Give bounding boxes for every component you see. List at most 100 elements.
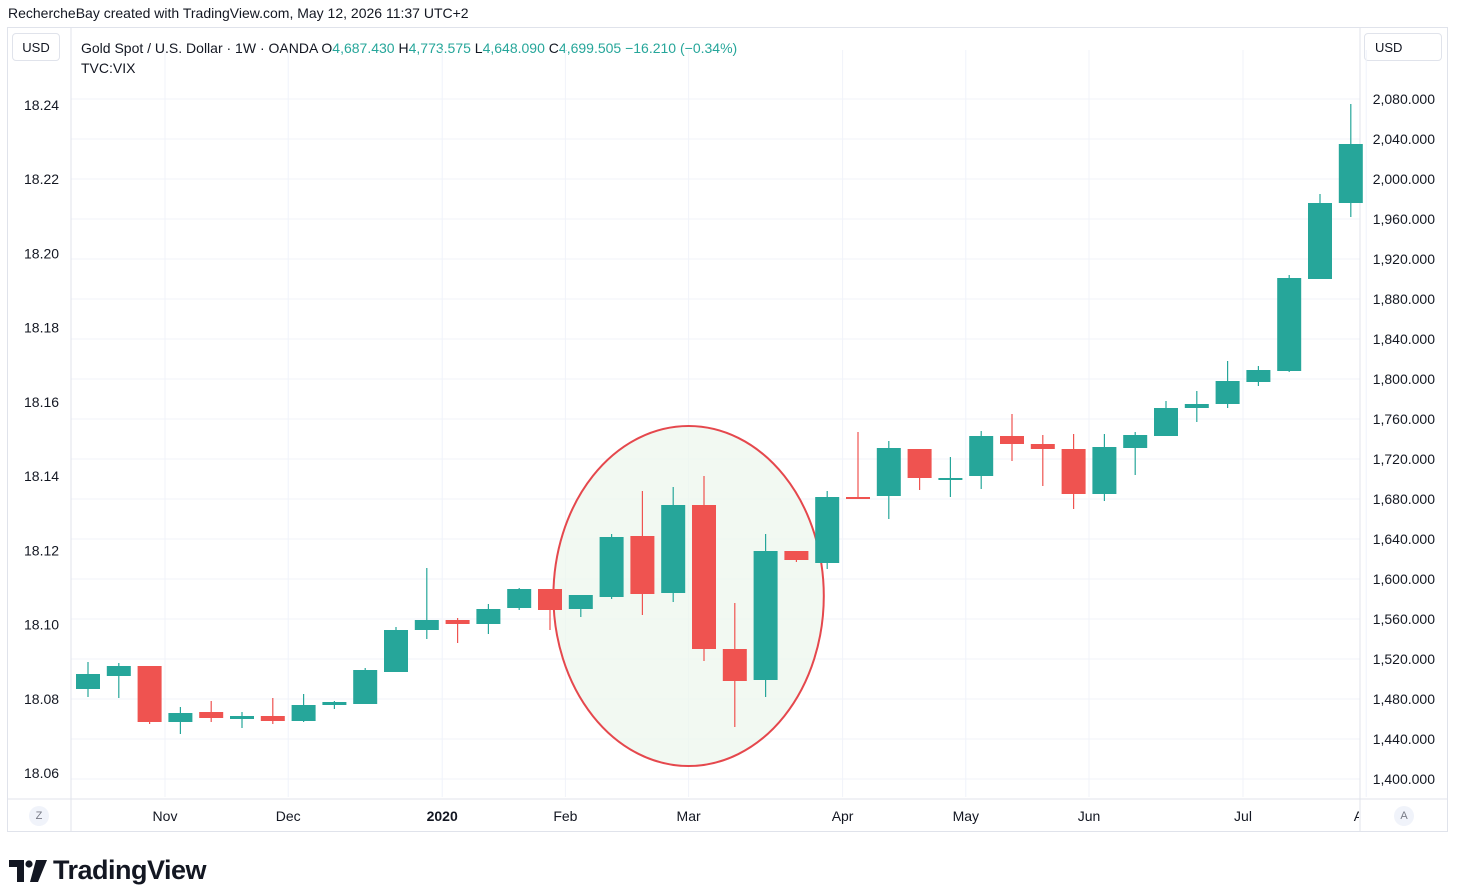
tradingview-logo-icon xyxy=(9,859,47,882)
right-axis-tick-label: 1,720.000 xyxy=(1373,451,1435,467)
grid-layer xyxy=(8,28,1447,831)
candle-body xyxy=(599,537,624,597)
right-axis-tick-label: 1,400.000 xyxy=(1373,771,1435,787)
candle-body xyxy=(260,716,285,721)
left-currency-button[interactable]: USD xyxy=(12,33,60,61)
candle xyxy=(938,457,963,497)
candle-body xyxy=(753,551,778,680)
time-axis-tick-label: Feb xyxy=(553,808,577,824)
candle-body xyxy=(1123,435,1148,448)
candle-body xyxy=(907,449,932,478)
candle-body xyxy=(1277,278,1302,371)
left-axis-tick-label: 18.06 xyxy=(24,765,59,781)
candle-body xyxy=(876,448,901,496)
right-axis-tick-label: 1,600.000 xyxy=(1373,571,1435,587)
right-axis-tick-label: 1,880.000 xyxy=(1373,291,1435,307)
candle-body xyxy=(199,712,224,718)
chart-frame xyxy=(7,27,1448,832)
candle-body xyxy=(630,536,655,594)
candle-body xyxy=(1215,381,1240,404)
candle-body xyxy=(1000,436,1024,444)
candle-body xyxy=(230,716,254,719)
candle xyxy=(1061,434,1086,509)
candle-body xyxy=(1092,447,1117,494)
left-axis-tick-label: 18.16 xyxy=(24,394,59,410)
candle-body xyxy=(1184,404,1209,408)
time-axis-tick-label: Mar xyxy=(677,808,701,824)
candle xyxy=(784,551,809,562)
candle xyxy=(1000,414,1024,461)
legend-low-value: 4,648.090 xyxy=(482,40,545,56)
candle-layer xyxy=(76,104,1363,734)
candle xyxy=(568,595,593,617)
candle-body xyxy=(1154,408,1178,436)
time-axis-tick-label: Apr xyxy=(832,808,854,824)
candle xyxy=(1277,275,1302,372)
candle xyxy=(692,476,716,661)
candle-body xyxy=(384,630,408,672)
right-axis-tick-label: 2,080.000 xyxy=(1373,91,1435,107)
legend-close-key: C xyxy=(548,40,559,56)
candle-body xyxy=(507,589,532,608)
candle xyxy=(106,663,131,698)
right-price-axis: 2,080.000 2,040.000 2,000.000 1,960.000 1,92… xyxy=(1373,91,1435,787)
candle-body xyxy=(568,595,593,609)
candle-body xyxy=(322,702,347,705)
time-axis-tick-label: Nov xyxy=(153,808,178,824)
candle xyxy=(599,534,624,599)
legend-low-key: L xyxy=(474,40,483,56)
candle xyxy=(661,487,686,602)
candle xyxy=(1092,434,1117,501)
candle xyxy=(230,712,254,728)
candle-body xyxy=(815,497,840,563)
right-axis-tick-label: 1,680.000 xyxy=(1373,491,1435,507)
left-axis-tick-label: 18.10 xyxy=(24,617,59,633)
candle xyxy=(846,432,870,499)
time-axis-tick-label: Dec xyxy=(276,808,301,824)
candle xyxy=(445,618,470,643)
tradingview-wordmark: TradingView xyxy=(53,855,207,885)
legend-symbol[interactable]: Gold Spot / U.S. Dollar · 1W · OANDA xyxy=(81,40,318,56)
time-axis-tick-label: Aug xyxy=(1354,808,1379,824)
zoom-reset-button[interactable]: Z xyxy=(29,806,49,826)
candle xyxy=(168,707,193,734)
legend-close-value: 4,699.505 xyxy=(558,40,622,56)
right-currency-button[interactable]: USD xyxy=(1364,33,1442,61)
candle-body xyxy=(846,497,870,499)
legend-second-series[interactable]: TVC:VIX xyxy=(81,60,136,76)
candle-body xyxy=(291,705,316,721)
right-axis-tick-label: 1,480.000 xyxy=(1373,691,1435,707)
auto-scale-button[interactable]: A xyxy=(1394,806,1414,826)
candle-body xyxy=(1246,370,1271,382)
right-axis-tick-label: 1,800.000 xyxy=(1373,371,1435,387)
right-axis-tick-label: 1,440.000 xyxy=(1373,731,1435,747)
right-axis-tick-label: 1,840.000 xyxy=(1373,331,1435,347)
candle xyxy=(291,694,316,722)
candle-body xyxy=(722,649,747,681)
candle xyxy=(507,588,532,610)
candle xyxy=(630,491,655,615)
left-axis-tick-label: 18.08 xyxy=(24,691,59,707)
candle-body xyxy=(1030,444,1055,449)
candle xyxy=(322,701,347,709)
candle-body xyxy=(1061,449,1086,494)
highlight-layer xyxy=(552,425,825,767)
legend-open-key: O xyxy=(321,40,333,56)
candle-body xyxy=(538,589,562,610)
right-axis-tick-label: 1,920.000 xyxy=(1373,251,1435,267)
candle xyxy=(1308,194,1332,279)
candle xyxy=(353,668,378,704)
candle xyxy=(260,698,285,724)
legend-ohlc-row: Gold Spot / U.S. Dollar · 1W · OANDA O 4,… xyxy=(81,38,737,58)
chart-legend: Gold Spot / U.S. Dollar · 1W · OANDA O 4,… xyxy=(81,38,737,78)
candle-body xyxy=(168,713,193,722)
chart-credit: RechercheBay created with TradingView.co… xyxy=(8,5,469,21)
candle xyxy=(76,662,100,697)
left-axis-tick-label: 18.20 xyxy=(24,245,59,261)
candle xyxy=(907,449,932,490)
candle-body xyxy=(414,620,439,630)
candle-body xyxy=(353,670,378,704)
candle xyxy=(1030,435,1055,486)
candle-body xyxy=(76,674,100,689)
